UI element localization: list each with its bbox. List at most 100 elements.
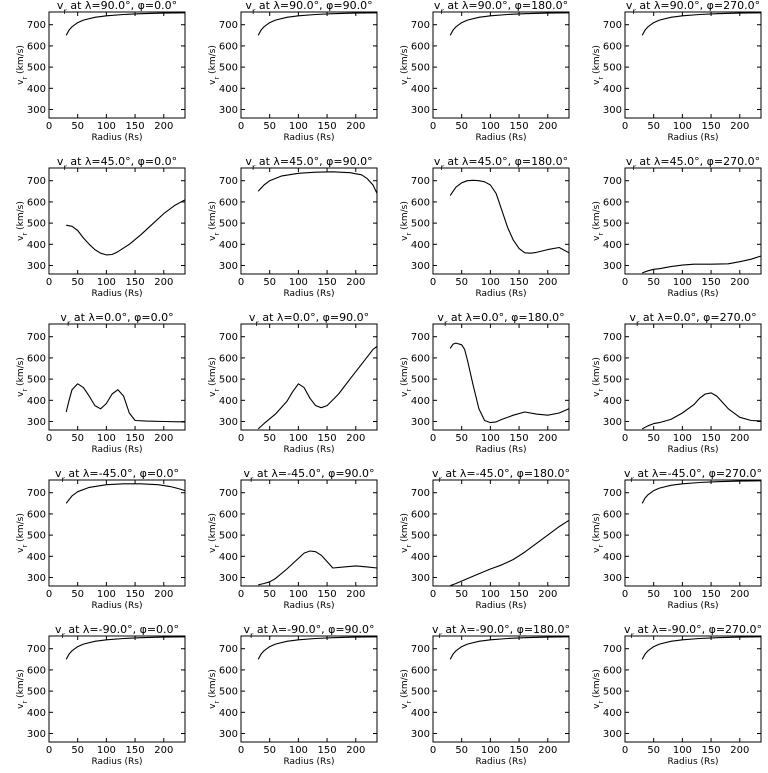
y-tick-label: 600 <box>603 41 622 52</box>
axes-frame <box>48 11 186 119</box>
x-tick-label: 100 <box>673 277 692 288</box>
axes-frame <box>624 635 762 743</box>
subplot: vr at λ=90.0°, φ=90.0° 0 50 100 150 200 300 400… <box>208 0 378 143</box>
subplot: vr at λ=90.0°, φ=0.0° 0 50 100 150 200 300 400 5… <box>16 0 186 143</box>
x-tick-label: 150 <box>318 745 337 756</box>
series-line <box>66 199 186 256</box>
subplot: vr at λ=0.0°, φ=0.0° 0 50 100 150 200 300 400 50… <box>16 311 186 455</box>
subplot-title: vr at λ=-45.0°, φ=90.0° <box>243 467 374 484</box>
x-tick-label: 100 <box>97 433 116 444</box>
y-tick-label: 600 <box>603 665 622 676</box>
y-tick-label: 600 <box>27 41 46 52</box>
x-tick-label: 150 <box>702 745 721 756</box>
y-tick-label: 700 <box>411 332 430 343</box>
subplot-title: vr at λ=45.0°, φ=180.0° <box>434 155 568 172</box>
axes-frame <box>624 323 762 431</box>
x-tick-label: 0 <box>622 433 628 444</box>
y-axis-label: vr (km/s) <box>592 513 605 553</box>
y-tick-label: 600 <box>219 509 238 520</box>
series-line <box>641 636 762 660</box>
axes-frame <box>240 167 378 275</box>
x-tick-label: 50 <box>263 277 276 288</box>
y-tick-label: 400 <box>603 240 622 251</box>
axes-frame <box>624 11 762 119</box>
x-tick-label: 100 <box>481 589 500 600</box>
axes-frame <box>432 323 570 431</box>
x-tick-label: 150 <box>318 433 337 444</box>
y-tick-label: 300 <box>219 573 238 584</box>
y-tick-label: 700 <box>219 20 238 31</box>
x-tick-label: 100 <box>673 589 692 600</box>
subplot-title: vr at λ=45.0°, φ=90.0° <box>245 155 372 172</box>
x-tick-label: 100 <box>289 121 308 132</box>
x-tick-label: 0 <box>622 277 628 288</box>
x-tick-label: 100 <box>673 433 692 444</box>
series-line <box>65 636 186 660</box>
x-tick-label: 0 <box>622 121 628 132</box>
y-tick-label: 500 <box>219 375 238 386</box>
x-tick-label: 100 <box>481 121 500 132</box>
y-tick-label: 400 <box>603 708 622 719</box>
series-line <box>641 480 762 504</box>
y-tick-label: 300 <box>411 573 430 584</box>
x-tick-label: 100 <box>481 277 500 288</box>
x-tick-label: 150 <box>126 589 145 600</box>
subplot: vr at λ=-90.0°, φ=0.0° 0 50 100 150 200 300 400… <box>16 623 186 767</box>
y-tick-label: 500 <box>411 219 430 230</box>
x-tick-label: 50 <box>71 745 84 756</box>
x-tick-label: 150 <box>318 589 337 600</box>
x-tick-label: 0 <box>430 121 436 132</box>
axes-frame <box>432 167 570 275</box>
x-axis-label: Radius (Rs) <box>283 133 334 143</box>
y-tick-label: 400 <box>411 708 430 719</box>
x-tick-label: 50 <box>263 433 276 444</box>
x-axis-label: Radius (Rs) <box>283 445 334 455</box>
x-tick-label: 100 <box>97 277 116 288</box>
x-tick-label: 100 <box>97 121 116 132</box>
y-axis-label: vr (km/s) <box>400 357 413 397</box>
y-axis-label: vr (km/s) <box>208 513 221 553</box>
y-tick-label: 500 <box>219 63 238 74</box>
x-axis-label: Radius (Rs) <box>667 601 718 611</box>
y-tick-label: 500 <box>219 531 238 542</box>
y-tick-label: 600 <box>219 665 238 676</box>
x-tick-label: 150 <box>702 121 721 132</box>
y-tick-label: 400 <box>27 240 46 251</box>
x-axis-label: Radius (Rs) <box>475 133 526 143</box>
y-tick-label: 700 <box>219 488 238 499</box>
y-tick-label: 400 <box>27 396 46 407</box>
series-line <box>449 12 570 36</box>
y-tick-label: 700 <box>411 176 430 187</box>
x-tick-label: 100 <box>289 277 308 288</box>
x-tick-label: 150 <box>702 433 721 444</box>
x-axis-label: Radius (Rs) <box>475 601 526 611</box>
y-axis-label: vr (km/s) <box>208 669 221 709</box>
y-tick-label: 600 <box>603 197 622 208</box>
y-axis-label: vr (km/s) <box>16 513 29 553</box>
y-tick-label: 500 <box>411 531 430 542</box>
subplot-title: vr at λ=-90.0°, φ=90.0° <box>243 623 374 640</box>
y-tick-label: 400 <box>411 84 430 95</box>
subplot-title: vr at λ=0.0°, φ=270.0° <box>629 311 756 328</box>
y-axis-label: vr (km/s) <box>16 201 29 241</box>
x-axis-label: Radius (Rs) <box>667 757 718 767</box>
y-tick-label: 600 <box>27 665 46 676</box>
x-tick-label: 150 <box>126 277 145 288</box>
y-tick-label: 300 <box>411 729 430 740</box>
series-line <box>449 179 570 254</box>
y-tick-label: 500 <box>603 531 622 542</box>
y-tick-label: 600 <box>411 197 430 208</box>
series-line <box>258 550 378 586</box>
x-tick-label: 50 <box>455 121 468 132</box>
x-tick-label: 0 <box>430 589 436 600</box>
y-tick-label: 300 <box>27 105 46 116</box>
x-tick-label: 200 <box>538 745 557 756</box>
subplot-title: vr at λ=-90.0°, φ=180.0° <box>432 623 570 640</box>
y-tick-label: 400 <box>27 552 46 563</box>
x-tick-label: 200 <box>730 589 749 600</box>
subplot-title: vr at λ=0.0°, φ=0.0° <box>60 311 173 328</box>
subplot: vr at λ=-45.0°, φ=180.0° 0 50 100 150 200 300 4… <box>400 467 570 611</box>
x-tick-label: 150 <box>510 745 529 756</box>
y-tick-label: 400 <box>219 708 238 719</box>
x-tick-label: 50 <box>647 433 660 444</box>
